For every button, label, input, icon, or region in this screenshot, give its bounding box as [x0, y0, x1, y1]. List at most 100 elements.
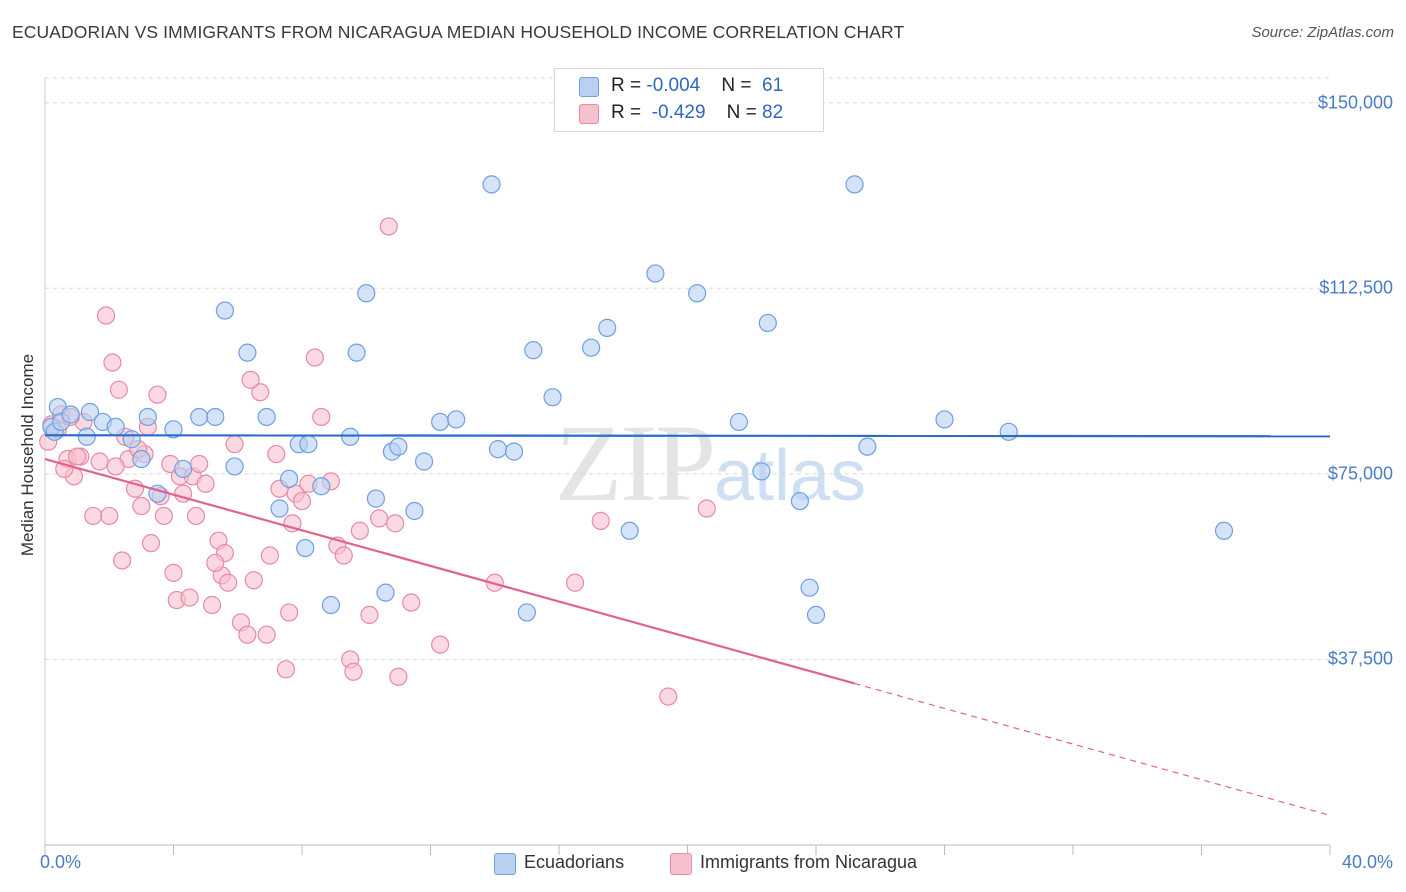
- point-nicaragua: [565, 573, 585, 592]
- point-nicaragua: [106, 457, 125, 476]
- y-tick-label: $112,500: [1319, 277, 1393, 298]
- point-nicaragua: [196, 474, 215, 493]
- point-ecuadorians: [1214, 521, 1234, 540]
- point-nicaragua: [350, 521, 369, 540]
- point-ecuadorians: [758, 313, 777, 333]
- point-ecuadorians: [174, 459, 193, 479]
- point-nicaragua: [360, 605, 379, 625]
- point-ecuadorians: [790, 491, 810, 511]
- point-ecuadorians: [366, 489, 385, 508]
- point-ecuadorians: [270, 499, 289, 518]
- point-ecuadorians: [646, 264, 665, 283]
- point-ecuadorians: [688, 284, 707, 303]
- point-nicaragua: [84, 506, 103, 526]
- point-ecuadorians: [215, 301, 234, 320]
- point-ecuadorians: [299, 435, 318, 454]
- point-ecuadorians: [752, 462, 771, 481]
- point-ecuadorians: [488, 440, 508, 459]
- point-nicaragua: [100, 506, 119, 526]
- correlation-legend: R = -0.004 N = 61 R = -0.429 N = 82: [554, 68, 824, 132]
- point-nicaragua: [431, 635, 450, 654]
- legend-text: R = -0.429 N = 82: [611, 102, 784, 123]
- legend-swatch-blue: [494, 853, 516, 875]
- watermark-atlas: atlas: [714, 436, 867, 516]
- point-ecuadorians: [190, 407, 209, 427]
- point-ecuadorians: [598, 318, 617, 337]
- point-ecuadorians: [80, 402, 100, 422]
- point-nicaragua: [132, 496, 151, 516]
- point-ecuadorians: [77, 427, 96, 446]
- y-tick-label: $150,000: [1317, 92, 1393, 113]
- legend-swatch-pink: [670, 853, 692, 875]
- point-ecuadorians: [504, 442, 524, 461]
- point-nicaragua: [206, 553, 225, 573]
- point-nicaragua: [283, 514, 302, 533]
- chart-source: Source: ZipAtlas.com: [1251, 24, 1394, 41]
- point-nicaragua: [697, 499, 716, 518]
- point-ecuadorians: [543, 388, 562, 407]
- point-nicaragua: [251, 383, 270, 402]
- point-nicaragua: [148, 385, 167, 404]
- point-ecuadorians: [800, 578, 819, 597]
- point-nicaragua: [190, 454, 209, 474]
- point-nicaragua: [591, 511, 610, 530]
- point-ecuadorians: [935, 410, 954, 429]
- trend-line-ecuadorians: [44, 434, 1331, 438]
- point-ecuadorians: [517, 603, 536, 622]
- point-nicaragua: [186, 506, 206, 526]
- point-ecuadorians: [405, 501, 424, 521]
- point-nicaragua: [202, 595, 222, 615]
- point-ecuadorians: [357, 284, 376, 303]
- point-nicaragua: [292, 491, 312, 511]
- point-ecuadorians: [347, 343, 366, 362]
- point-nicaragua: [180, 588, 199, 607]
- legend-swatch-blue: [579, 77, 599, 97]
- point-nicaragua: [389, 667, 408, 686]
- legend-label: Ecuadorians: [524, 852, 625, 872]
- point-nicaragua: [109, 380, 128, 399]
- point-ecuadorians: [61, 405, 80, 424]
- point-ecuadorians: [132, 449, 151, 469]
- point-ecuadorians: [447, 410, 466, 429]
- point-ecuadorians: [138, 407, 157, 427]
- point-ecuadorians: [582, 338, 601, 357]
- point-nicaragua: [370, 509, 389, 528]
- point-nicaragua: [141, 534, 161, 553]
- point-nicaragua: [241, 370, 260, 389]
- point-ecuadorians: [806, 605, 826, 625]
- y-tick-label: $37,500: [1327, 648, 1393, 669]
- x-tick-label-max: 40.0%: [1341, 852, 1393, 872]
- point-ecuadorians: [341, 427, 360, 446]
- point-ecuadorians: [296, 538, 315, 558]
- point-nicaragua: [276, 660, 296, 679]
- point-ecuadorians: [999, 422, 1018, 441]
- point-ecuadorians: [225, 457, 244, 476]
- point-ecuadorians: [845, 175, 864, 194]
- point-ecuadorians: [280, 469, 299, 488]
- point-ecuadorians: [106, 417, 125, 436]
- watermark-zip: ZIP: [555, 402, 716, 524]
- point-nicaragua: [238, 625, 257, 644]
- point-nicaragua: [402, 593, 421, 612]
- trend-line-extension-nicaragua: [854, 682, 1331, 816]
- point-nicaragua: [312, 407, 331, 427]
- point-nicaragua: [225, 435, 244, 454]
- point-ecuadorians: [206, 407, 225, 427]
- point-ecuadorians: [122, 430, 141, 449]
- legend-swatch-pink: [579, 104, 599, 124]
- point-ecuadorians: [376, 583, 395, 602]
- point-nicaragua: [344, 662, 363, 681]
- point-nicaragua: [280, 603, 299, 622]
- point-nicaragua: [154, 506, 173, 526]
- point-nicaragua: [244, 571, 263, 590]
- point-nicaragua: [305, 348, 324, 367]
- x-tick-label-min: 0.0%: [40, 852, 82, 872]
- point-nicaragua: [103, 353, 122, 372]
- point-ecuadorians: [257, 407, 276, 427]
- legend-label: Immigrants from Nicaragua: [700, 852, 918, 872]
- point-nicaragua: [96, 306, 116, 325]
- point-ecuadorians: [729, 412, 749, 432]
- point-ecuadorians: [482, 175, 501, 194]
- point-nicaragua: [90, 452, 109, 471]
